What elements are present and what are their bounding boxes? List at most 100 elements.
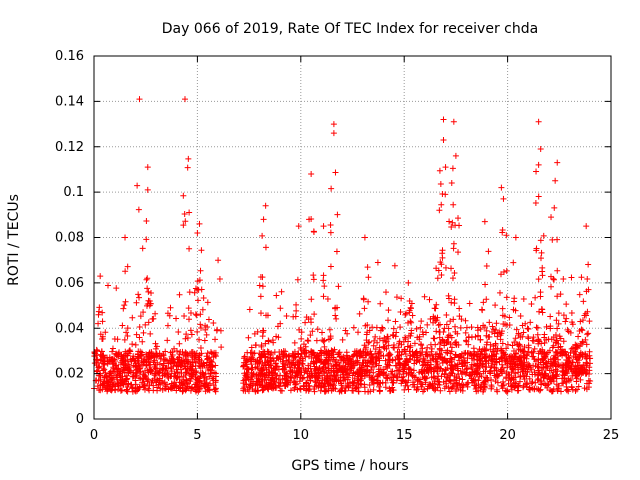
data-point: [136, 294, 143, 301]
data-point: [584, 308, 591, 315]
data-point: [404, 343, 411, 350]
data-point: [394, 349, 401, 356]
data-point: [338, 382, 345, 389]
data-point: [524, 351, 531, 358]
data-point: [263, 312, 270, 319]
data-point: [493, 320, 500, 327]
data-point: [525, 364, 532, 371]
data-point: [380, 337, 387, 344]
data-point: [292, 373, 299, 380]
data-point: [142, 321, 149, 328]
data-point-peak: [262, 202, 269, 209]
data-point: [493, 356, 500, 363]
data-point: [136, 334, 143, 341]
data-point: [555, 340, 562, 347]
data-point: [344, 380, 351, 387]
data-point: [405, 338, 412, 345]
data-point: [120, 305, 127, 312]
data-point: [321, 343, 328, 350]
data-point: [240, 380, 247, 387]
data-point: [145, 297, 152, 304]
data-point: [205, 316, 212, 323]
data-point: [559, 365, 566, 372]
data-point: [549, 236, 556, 243]
data-point: [203, 353, 210, 360]
data-point: [443, 312, 450, 319]
data-point: [184, 351, 191, 358]
x-tick-label: 25: [603, 428, 620, 443]
data-point: [145, 319, 152, 326]
data-point: [188, 375, 195, 382]
data-point: [510, 358, 517, 365]
data-point: [506, 353, 513, 360]
data-point: [460, 354, 467, 361]
data-point: [568, 345, 575, 352]
data-point: [450, 316, 457, 323]
data-point: [335, 283, 342, 290]
data-point: [417, 349, 424, 356]
data-point: [475, 362, 482, 369]
data-point: [453, 341, 460, 348]
data-point: [332, 312, 339, 319]
data-point: [369, 324, 376, 331]
data-point: [534, 372, 541, 379]
y-tick-label: 0.08: [55, 231, 84, 246]
data-point: [319, 372, 326, 379]
data-point-peak: [330, 121, 337, 128]
data-point: [194, 286, 201, 293]
data-point: [453, 386, 460, 393]
data-point: [551, 352, 558, 359]
data-point: [432, 385, 439, 392]
data-point: [152, 371, 159, 378]
data-point: [165, 360, 172, 367]
data-point: [483, 364, 490, 371]
data-point-peak: [405, 279, 412, 286]
data-point-peak: [361, 234, 368, 241]
data-point: [396, 364, 403, 371]
data-point: [310, 272, 317, 279]
data-point: [268, 350, 275, 357]
data-point: [253, 371, 260, 378]
data-point: [173, 315, 180, 322]
data-point: [151, 353, 158, 360]
data-point: [565, 375, 572, 382]
data-point: [434, 367, 441, 374]
data-point-peak: [450, 118, 457, 125]
data-point: [379, 324, 386, 331]
data-point: [568, 383, 575, 390]
data-point: [550, 334, 557, 341]
data-point: [330, 365, 337, 372]
data-point: [429, 353, 436, 360]
data-point: [297, 386, 304, 393]
data-point: [272, 360, 279, 367]
data-point: [175, 363, 182, 370]
x-tick-label: 20: [499, 428, 516, 443]
data-point: [124, 263, 131, 270]
data-point: [551, 276, 558, 283]
data-point: [275, 334, 282, 341]
data-point: [100, 360, 107, 367]
data-point: [162, 365, 169, 372]
data-point: [390, 325, 397, 332]
data-point: [562, 379, 569, 386]
data-point: [486, 333, 493, 340]
data-point: [391, 262, 398, 269]
data-point: [283, 381, 290, 388]
data-point: [538, 249, 545, 256]
data-point: [517, 312, 524, 319]
data-point: [340, 355, 347, 362]
data-point: [537, 237, 544, 244]
data-point: [447, 378, 454, 385]
data-point: [99, 309, 106, 316]
data-point: [109, 345, 116, 352]
data-point: [385, 317, 392, 324]
data-point: [411, 340, 418, 347]
data-point: [319, 337, 326, 344]
data-point: [565, 366, 572, 373]
data-point: [420, 331, 427, 338]
data-point: [195, 354, 202, 361]
data-point: [346, 370, 353, 377]
data-point: [441, 371, 448, 378]
data-point: [547, 313, 554, 320]
data-point: [436, 167, 443, 174]
